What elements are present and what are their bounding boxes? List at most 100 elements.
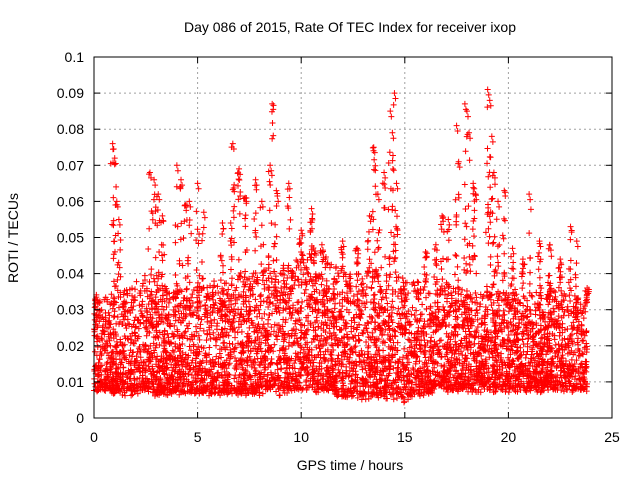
data-point [134,375,141,382]
data-point [278,285,285,292]
data-point [375,313,382,320]
data-point [291,360,298,367]
data-point [368,284,375,291]
data-point [351,344,358,351]
data-point [336,369,343,376]
data-point [96,356,103,363]
data-point [390,339,397,346]
data-point [141,272,148,279]
data-point [108,365,115,372]
data-point [302,286,309,293]
data-point [274,366,281,373]
data-point [198,372,205,379]
data-point [143,332,150,339]
data-point [581,332,588,339]
data-point [362,304,369,311]
data-point [467,350,474,357]
data-point [97,307,104,314]
data-point [250,322,257,329]
data-point [463,354,470,361]
data-point [171,349,177,356]
data-point [300,271,307,278]
data-point [459,366,466,373]
data-point [176,348,183,355]
data-point [442,323,449,330]
data-point [186,343,193,350]
data-point [422,354,429,361]
data-point [474,324,481,331]
data-point [246,324,253,331]
data-point [350,334,357,341]
data-point [119,342,126,349]
data-point [235,276,242,283]
data-point [560,388,567,395]
data-point [318,271,325,278]
data-point [582,308,589,315]
data-point [219,317,226,324]
data-point [505,332,512,339]
data-point [232,294,239,301]
data-point [259,277,266,284]
data-point [202,302,209,309]
data-point [301,290,308,297]
data-point [94,307,101,314]
data-point [503,386,510,393]
data-point [274,333,281,340]
data-point [194,303,201,310]
data-point [491,323,498,330]
data-point [122,354,129,361]
data-point [292,320,299,327]
data-point [105,309,112,316]
data-point [129,292,136,299]
data-point [438,337,445,344]
data-point [122,392,129,399]
data-point [524,303,531,310]
data-point [384,300,391,307]
data-point [221,280,228,287]
data-point [364,354,371,361]
data-point [242,281,249,288]
data-point [204,290,211,297]
data-point [206,331,213,338]
data-point [213,342,220,349]
data-point [405,336,412,343]
data-point [470,367,477,374]
data-point [563,386,570,393]
data-point [136,367,143,374]
data-point [220,340,227,347]
data-point [474,316,481,323]
data-point [383,286,390,293]
data-point [464,377,471,384]
data-point [252,296,259,303]
data-point [402,330,409,337]
data-point [534,304,541,311]
data-point [348,345,355,352]
data-point [133,278,140,285]
data-point [523,322,530,329]
data-point [226,340,233,347]
data-point [513,349,520,356]
data-point [210,301,217,308]
data-point [269,310,276,317]
data-point [329,356,336,363]
data-point [116,356,123,363]
data-point [331,291,338,298]
data-point [404,361,411,368]
data-point [271,341,278,348]
data-point [395,305,402,312]
data-point [519,336,526,343]
data-point [131,297,138,304]
data-point [356,337,363,344]
data-point [350,293,357,300]
data-point [427,344,434,351]
data-point [468,322,475,329]
data-point [493,291,500,298]
data-point [190,312,197,319]
data-point [227,326,234,333]
data-point [249,273,256,280]
data-point [446,322,453,329]
data-point [524,313,531,320]
data-points [91,86,592,406]
data-point [135,333,142,340]
data-point [197,303,204,310]
